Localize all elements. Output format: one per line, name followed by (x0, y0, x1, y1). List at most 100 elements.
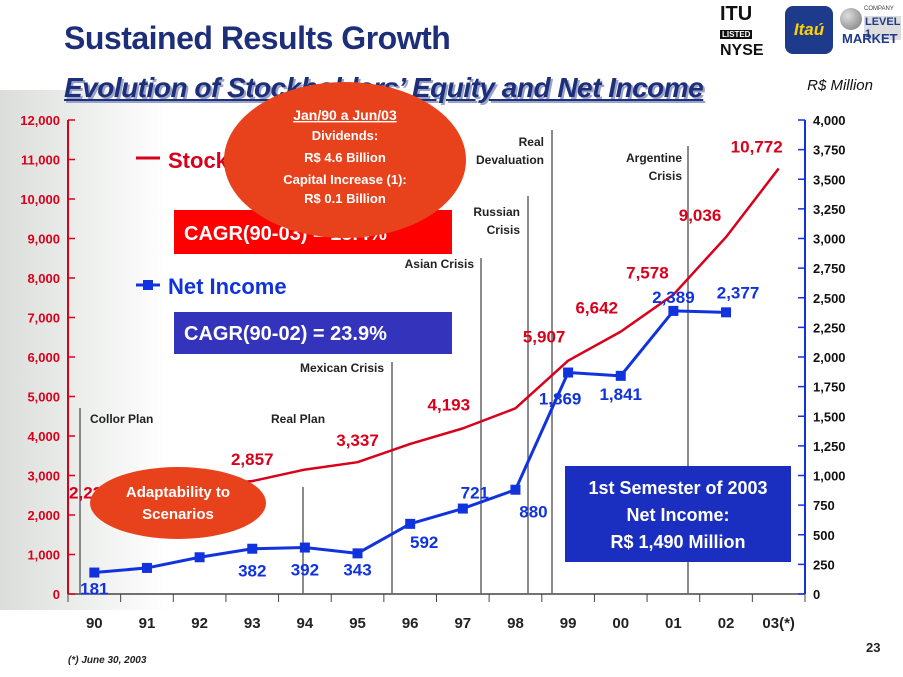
cagr-net-income-box (174, 312, 452, 354)
event-label: Mexican Crisis (300, 361, 384, 375)
net-income-data-label: 1,869 (539, 390, 582, 409)
x-axis-tick-label: 97 (454, 615, 471, 632)
right-axis-tick-label: 3,750 (813, 143, 846, 158)
event-label: Russian (473, 205, 520, 219)
right-axis-tick-label: 4,000 (813, 113, 846, 128)
event-label: Devaluation (476, 153, 544, 167)
unit-label: R$ Million (807, 77, 873, 94)
x-axis-tick-label: 91 (139, 615, 156, 632)
equity-data-label: 7,578 (626, 264, 669, 283)
legend-net-income-label: Net Income (168, 274, 287, 299)
left-axis-tick-label: 9,000 (27, 232, 60, 247)
net-income-data-label: 2,377 (717, 283, 760, 302)
x-axis-tick-label: 01 (665, 615, 682, 632)
cagr-net-income-text: CAGR(90-02) = 23.9% (184, 323, 387, 345)
x-axis-tick-label: 94 (297, 615, 314, 632)
logo-listed-text: LISTED (720, 30, 753, 39)
net-income-point (352, 548, 363, 559)
net-income-point (457, 503, 468, 514)
right-axis-tick-label: 3,500 (813, 172, 846, 187)
right-axis-tick-label: 2,500 (813, 291, 846, 306)
dividends-oval-line: R$ 4.6 Billion (304, 150, 386, 165)
logo-nyse-text: NYSE (720, 42, 764, 59)
right-axis-tick-label: 1,750 (813, 380, 846, 395)
left-axis-tick-label: 2,000 (27, 508, 60, 523)
itau-logo: Itaú (785, 6, 833, 54)
net-income-point (405, 518, 416, 529)
right-axis-tick-label: 250 (813, 557, 835, 572)
equity-data-label: 6,642 (575, 299, 618, 318)
net-income-point (668, 305, 679, 316)
net-income-point (89, 567, 100, 578)
right-axis-tick-label: 3,250 (813, 202, 846, 217)
event-label: Collor Plan (90, 412, 153, 426)
x-axis-tick-label: 95 (349, 615, 366, 632)
equity-data-label: 9,036 (679, 206, 722, 225)
net-income-data-label: 592 (410, 533, 438, 552)
net-income-data-label: 880 (519, 503, 547, 522)
event-label: Real (519, 135, 544, 149)
semester-box-line: Net Income: (626, 505, 729, 525)
level1-market-logo: COMPANY LEVEL 1 MARKET (840, 6, 902, 54)
net-income-point (247, 543, 258, 554)
net-income-data-label: 392 (291, 561, 319, 580)
left-axis-tick-label: 4,000 (27, 429, 60, 444)
dividends-oval-line: R$ 0.1 Billion (304, 191, 386, 206)
right-axis-tick-label: 2,750 (813, 261, 846, 276)
net-income-data-label: 343 (343, 560, 371, 579)
equity-data-label: 5,907 (523, 328, 566, 347)
net-income-point (721, 307, 732, 318)
logo-company-text: COMPANY (864, 6, 894, 12)
net-income-point (510, 484, 521, 495)
x-axis-tick-label: 00 (612, 615, 629, 632)
left-axis-tick-label: 3,000 (27, 469, 60, 484)
dividends-oval-line: Jan/90 a Jun/03 (293, 107, 397, 123)
net-income-data-label: 382 (238, 562, 266, 581)
logo-level-text: LEVEL 1 (864, 16, 902, 40)
x-axis-tick-label: 99 (560, 615, 577, 632)
semester-box-line: R$ 1,490 Million (610, 532, 745, 552)
right-axis-tick-label: 500 (813, 528, 835, 543)
adaptability-oval (90, 467, 266, 539)
logo-itu-text: ITU (720, 3, 753, 25)
dividends-oval-line: Dividends: (312, 128, 378, 143)
dividends-oval-line: Capital Increase (1): (283, 172, 407, 187)
adaptability-oval-line: Scenarios (142, 506, 214, 523)
semester-net-income-box (565, 466, 791, 562)
left-axis-tick-label: 10,000 (20, 192, 60, 207)
event-label: Crisis (487, 223, 521, 237)
equity-data-label: 2,857 (231, 450, 274, 469)
page-number: 23 (866, 640, 881, 655)
right-axis-tick-label: 750 (813, 498, 835, 513)
x-axis-tick-label: 90 (86, 615, 103, 632)
logo-market-text: MARKET (842, 31, 898, 46)
equity-data-label: 10,772 (731, 138, 783, 157)
left-axis-tick-label: 12,000 (20, 113, 60, 128)
left-axis-tick-label: 1,000 (27, 548, 60, 563)
equity-data-label: 3,337 (336, 431, 379, 450)
left-axis-tick-label: 6,000 (27, 350, 60, 365)
right-axis-tick-label: 1,000 (813, 469, 846, 484)
right-axis-tick-label: 2,000 (813, 350, 846, 365)
adaptability-oval-line: Adaptability to (126, 484, 230, 501)
net-income-point (563, 367, 574, 378)
legend-net-income-marker (143, 280, 153, 290)
right-axis-tick-label: 0 (813, 587, 820, 602)
event-label: Real Plan (271, 412, 325, 426)
x-axis-tick-label: 98 (507, 615, 524, 632)
globe-icon (840, 8, 862, 30)
net-income-data-label: 1,841 (599, 385, 642, 404)
right-axis-tick-label: 3,000 (813, 232, 846, 247)
page-title: Sustained Results Growth (64, 20, 451, 56)
event-label: Argentine (626, 151, 682, 165)
net-income-data-label: 2,389 (652, 288, 695, 307)
x-axis-tick-label: 93 (244, 615, 261, 632)
x-axis-tick-label: 02 (718, 615, 735, 632)
event-label: Asian Crisis (405, 257, 475, 271)
right-axis-tick-label: 1,500 (813, 409, 846, 424)
right-axis-tick-label: 1,250 (813, 439, 846, 454)
net-income-point (615, 370, 626, 381)
itu-nyse-logo: ITU LISTED NYSE (720, 3, 780, 59)
left-axis-tick-label: 5,000 (27, 390, 60, 405)
